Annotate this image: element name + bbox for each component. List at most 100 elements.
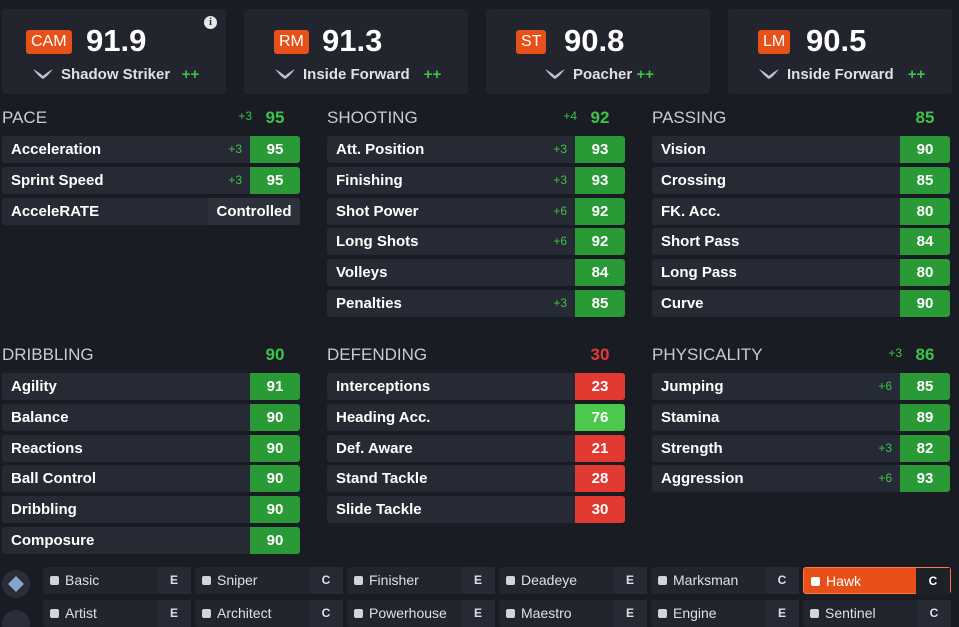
playstyle-tier: C — [916, 568, 950, 595]
position-rating: 90.8 — [564, 23, 625, 58]
stat-boost: +6 — [553, 203, 567, 218]
position-card[interactable]: ST 90.8 Poacher ++ — [486, 9, 710, 94]
playstyle[interactable]: Finisher E — [347, 567, 495, 594]
stat-value: 89 — [900, 403, 950, 431]
stat-name: Penalties — [336, 295, 402, 312]
role-name: Poacher — [573, 66, 633, 83]
position-badge: ST — [516, 30, 547, 54]
playstyle-name: Powerhouse — [369, 605, 447, 621]
stat-row: Reactions 90 — [2, 434, 300, 462]
playstyle-icon — [354, 609, 363, 618]
stat-name: Balance — [11, 408, 69, 426]
section-boost: +3 — [238, 109, 252, 123]
playstyle-name: Architect — [217, 605, 272, 621]
stat-value: 90 — [250, 403, 300, 431]
playstyle[interactable]: Marksman C — [651, 567, 799, 594]
playstyle-name: Engine — [673, 605, 717, 621]
playstyle-tier: C — [309, 567, 343, 594]
role-name: Inside Forward — [787, 66, 894, 83]
stat-value: 85 — [575, 290, 625, 317]
playstyle-name: Sentinel — [825, 605, 876, 621]
side-icons — [2, 570, 30, 627]
position-badge: CAM — [26, 30, 72, 54]
playstyle-name: Finisher — [369, 572, 419, 588]
stat-name: Stamina — [661, 408, 720, 426]
section-rating: 90 — [265, 345, 285, 364]
role-icon — [545, 69, 565, 79]
stat-row: Balance 90 — [2, 403, 300, 431]
stat-name: Heading Acc. — [336, 408, 431, 426]
playstyle-tier: C — [917, 600, 951, 627]
stat-value: 90 — [900, 136, 950, 163]
stat-name: Agility — [11, 378, 57, 395]
role-icon — [33, 69, 53, 79]
stat-value: 23 — [575, 373, 625, 400]
section-title: PACE — [2, 108, 48, 127]
stat-value: 90 — [250, 465, 300, 493]
playstyle[interactable]: Architect C — [195, 600, 343, 627]
section-rating: 30 — [590, 345, 610, 364]
playstyle[interactable]: Deadeye E — [499, 567, 647, 594]
playstyle-name: Artist — [65, 605, 97, 621]
playstyle-name: Marksman — [673, 572, 739, 588]
stat-value: 80 — [900, 197, 950, 225]
position-card[interactable]: RM 91.3 Inside Forward ++ — [244, 9, 468, 94]
info-icon[interactable]: i — [204, 16, 217, 29]
stat-name: Jumping — [661, 378, 724, 395]
role-name: Shadow Striker — [61, 66, 171, 83]
playstyle-icon — [810, 609, 819, 618]
stat-name: Slide Tackle — [336, 501, 422, 519]
stat-value: 85 — [900, 166, 950, 194]
stat-row: Stamina 89 — [652, 403, 950, 431]
stat-name: Vision — [661, 141, 706, 158]
stat-value: 90 — [250, 434, 300, 462]
playstyle[interactable]: Powerhouse E — [347, 600, 495, 627]
playstyle-tier: E — [765, 600, 799, 627]
position-card[interactable]: CAM 91.9 Shadow Striker ++ i — [2, 9, 226, 94]
playstyle-icon — [658, 609, 667, 618]
position-badge: RM — [274, 30, 309, 54]
playstyle-icon — [50, 609, 59, 618]
playstyle[interactable]: Maestro E — [499, 600, 647, 627]
stat-value: 93 — [900, 465, 950, 493]
role-plus: ++ — [907, 66, 926, 83]
stat-name: Curve — [661, 295, 704, 312]
stat-row: Agility 91 — [2, 373, 300, 400]
stat-value: 95 — [250, 136, 300, 163]
playstyle-tier: C — [309, 600, 343, 627]
playstyle-tier: E — [613, 567, 647, 594]
stat-row: Penalties +3 85 — [327, 290, 625, 317]
stat-name: Short Pass — [661, 233, 740, 251]
playstyle[interactable]: Artist E — [43, 600, 191, 627]
stat-value: 30 — [575, 496, 625, 524]
stat-row: Aggression +6 93 — [652, 465, 950, 493]
section-title: PHYSICALITY — [652, 345, 763, 364]
playstyle[interactable]: Sniper C — [195, 567, 343, 594]
role-icon — [759, 69, 779, 79]
stat-value: 93 — [575, 166, 625, 194]
stat-row: Sprint Speed +3 95 — [2, 166, 300, 194]
stat-value: 92 — [575, 197, 625, 225]
stat-name: Strength — [661, 439, 723, 457]
playstyle-icon — [354, 576, 363, 585]
playstyle-name: Sniper — [217, 572, 258, 588]
stat-row: Def. Aware 21 — [327, 434, 625, 462]
playstyle-name: Basic — [65, 572, 100, 588]
section-boost: +4 — [563, 109, 577, 123]
stat-row: Long Pass 80 — [652, 259, 950, 287]
stat-value: 90 — [250, 496, 300, 524]
stat-row: AcceleRATE Controlled — [2, 197, 300, 225]
playstyle-icon — [811, 577, 820, 586]
stat-row: Acceleration +3 95 — [2, 136, 300, 163]
stat-name: Crossing — [661, 171, 727, 189]
playstyle[interactable]: Basic E — [43, 567, 191, 594]
stat-value: 95 — [250, 166, 300, 194]
playstyle[interactable]: Hawk C — [803, 567, 951, 595]
position-card[interactable]: LM 90.5 Inside Forward ++ — [728, 9, 952, 94]
playstyle[interactable]: Engine E — [651, 600, 799, 627]
playstyle-icon — [506, 609, 515, 618]
stat-row: Volleys 84 — [327, 259, 625, 287]
section-title: DEFENDING — [327, 345, 428, 364]
playstyle[interactable]: Sentinel C — [803, 600, 951, 627]
role-plus: ++ — [423, 66, 442, 83]
